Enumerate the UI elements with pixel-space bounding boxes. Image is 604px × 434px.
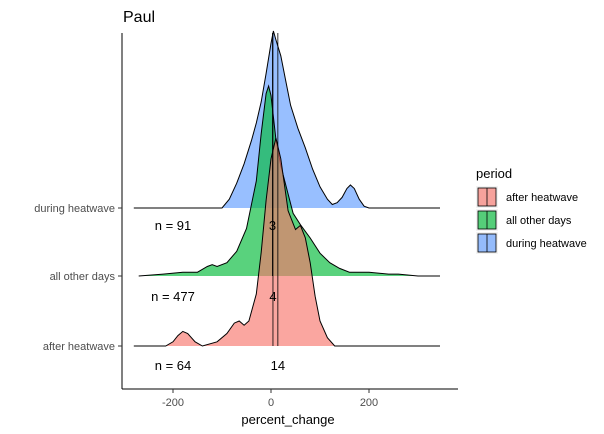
legend-key-during-heatwave	[476, 232, 498, 254]
ridge-outline-after-heatwave	[133, 137, 440, 347]
median-label-after-heatwave: 14	[271, 358, 285, 373]
annotations-group: n = 91 3 n = 477 4 n = 64 14	[151, 33, 285, 373]
median-label-all-other-days: 4	[269, 289, 276, 304]
legend-label-after-heatwave: after heatwave	[506, 192, 578, 204]
legend-label-during-heatwave: during heatwave	[506, 238, 587, 250]
chart-title: Paul	[123, 9, 155, 26]
median-label-during-heatwave: 3	[269, 218, 276, 233]
legend-label-all-other-days: all other days	[506, 215, 572, 227]
ridge-fill-during-heatwave	[133, 31, 441, 208]
n-label-after-heatwave: n = 64	[155, 358, 192, 373]
legend-key-all-other-days	[476, 209, 498, 231]
x-ticks-group: -200 0 200	[162, 389, 378, 409]
x-tick-label-1: 0	[268, 397, 274, 409]
axes-group	[121, 33, 458, 390]
legend-title: period	[476, 166, 512, 181]
n-label-during-heatwave: n = 91	[155, 218, 192, 233]
ridge-fill-after-heatwave	[133, 138, 441, 346]
legend-key-after-heatwave	[476, 186, 498, 208]
ridge-outline-during-heatwave	[133, 30, 440, 209]
ridge-outline-all-other-days	[138, 84, 440, 277]
y-tick-label-after-heatwave: after heatwave	[43, 341, 115, 353]
n-label-all-other-days: n = 477	[151, 289, 195, 304]
x-tick-label-2: 200	[360, 397, 378, 409]
x-axis-title: percent_change	[241, 412, 334, 427]
y-tick-label-all-other-days: all other days	[50, 271, 116, 283]
y-tick-label-during-heatwave: during heatwave	[34, 203, 115, 215]
legend: period after heatwave all other days durin…	[476, 166, 587, 254]
x-tick-label-0: -200	[162, 397, 184, 409]
y-ticks-group: during heatwave all other days after heatw…	[34, 203, 122, 353]
ridges-group	[133, 30, 441, 347]
